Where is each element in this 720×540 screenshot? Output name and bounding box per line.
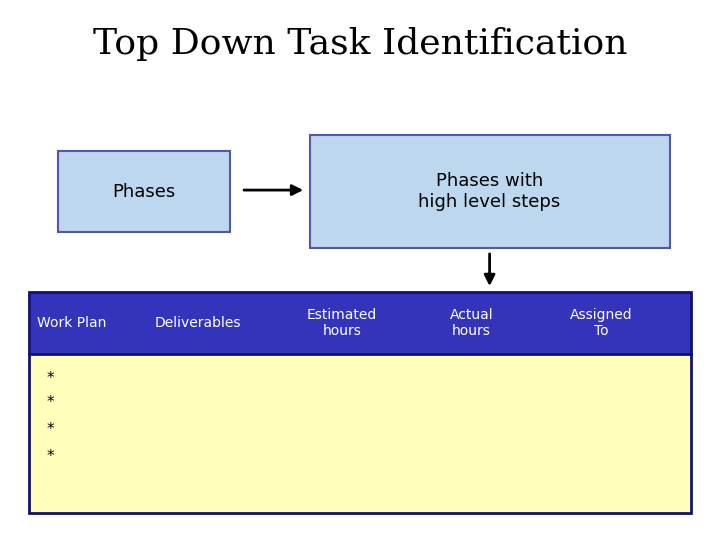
Text: Work Plan: Work Plan bbox=[37, 316, 107, 329]
Bar bbox=[29, 292, 691, 354]
Text: *: * bbox=[47, 449, 55, 464]
Text: Phases: Phases bbox=[112, 183, 176, 201]
Text: *: * bbox=[47, 370, 55, 386]
Bar bbox=[29, 354, 691, 513]
Text: *: * bbox=[47, 395, 55, 410]
Text: Top Down Task Identification: Top Down Task Identification bbox=[93, 27, 627, 61]
Bar bbox=[310, 135, 670, 248]
Text: Assigned
To: Assigned To bbox=[570, 308, 632, 338]
Text: Phases with
high level steps: Phases with high level steps bbox=[418, 172, 561, 211]
Bar bbox=[58, 151, 230, 232]
Text: Estimated
hours: Estimated hours bbox=[307, 308, 377, 338]
Text: Deliverables: Deliverables bbox=[155, 316, 241, 329]
Text: *: * bbox=[47, 422, 55, 437]
Text: Actual
hours: Actual hours bbox=[450, 308, 493, 338]
